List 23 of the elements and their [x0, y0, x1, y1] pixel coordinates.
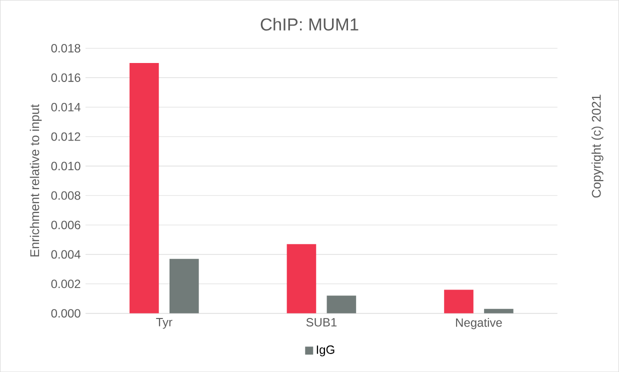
y-tick-label: 0.010 [51, 162, 80, 170]
bar [286, 244, 316, 314]
text: Copyright (c) 2021 [592, 94, 604, 198]
bar [326, 296, 356, 314]
bar [444, 290, 474, 314]
y-tick-label: 0.006 [51, 220, 80, 230]
y-axis-title: Enrichment relative to input [30, 104, 42, 256]
bar [130, 62, 159, 314]
x-tick-label: SUB1 [306, 318, 337, 326]
x-tick-label: Negative [456, 318, 502, 330]
x-tick-label: Tyr [156, 318, 172, 329]
y-tick-label: 0.002 [51, 280, 80, 288]
y-tick-label: 0.016 [51, 73, 80, 82]
y-tick-label: 0.008 [51, 191, 80, 200]
y-tick-label: 0.004 [51, 250, 80, 259]
y-tick-label: 0.012 [51, 132, 80, 141]
y-tick-label: 0.000 [51, 308, 80, 318]
y-tick-label: 0.018 [51, 44, 80, 52]
chart-title: ChIP: MUM1 [260, 18, 358, 30]
legend-label: IgG [316, 345, 334, 356]
y-tick-label: 0.014 [51, 102, 80, 112]
bar [170, 258, 199, 314]
bar [484, 308, 514, 314]
